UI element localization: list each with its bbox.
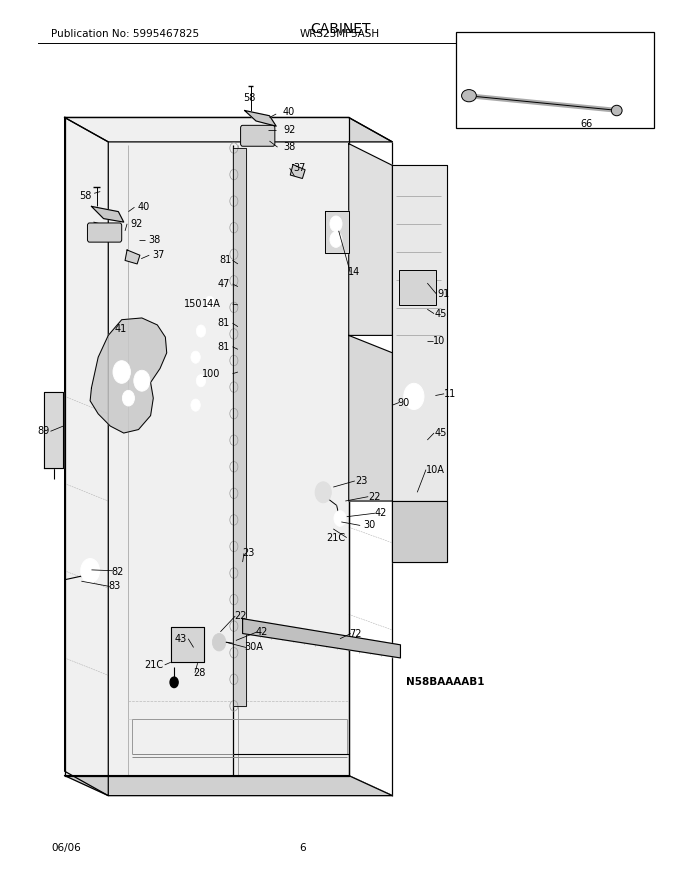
Text: 66: 66 <box>581 120 593 129</box>
Polygon shape <box>44 392 63 468</box>
Text: 58: 58 <box>79 191 92 201</box>
Text: 81: 81 <box>218 341 230 352</box>
Text: 72: 72 <box>350 628 362 639</box>
Text: 21C: 21C <box>144 660 163 670</box>
Bar <box>399 270 436 304</box>
Text: 22: 22 <box>368 492 381 502</box>
Text: 30: 30 <box>363 520 375 531</box>
Text: 23: 23 <box>243 548 255 558</box>
Polygon shape <box>349 335 392 501</box>
Polygon shape <box>65 118 349 775</box>
Text: 11: 11 <box>444 389 456 399</box>
Polygon shape <box>325 210 349 253</box>
Circle shape <box>330 216 342 231</box>
Text: 89: 89 <box>37 426 50 436</box>
Circle shape <box>122 391 135 406</box>
Text: WRS23MF5ASH: WRS23MF5ASH <box>300 28 380 39</box>
Circle shape <box>81 559 99 583</box>
Text: 90: 90 <box>398 398 410 407</box>
Polygon shape <box>65 118 108 796</box>
Text: 40: 40 <box>283 107 295 117</box>
Text: 22: 22 <box>234 611 246 621</box>
Text: 82: 82 <box>112 568 124 577</box>
Text: 43: 43 <box>175 634 187 644</box>
Circle shape <box>212 634 226 651</box>
Text: 38: 38 <box>283 143 295 152</box>
Circle shape <box>191 399 201 411</box>
Text: 91: 91 <box>437 289 449 298</box>
Polygon shape <box>233 148 246 706</box>
Text: 83: 83 <box>108 582 120 591</box>
FancyBboxPatch shape <box>241 125 275 146</box>
Text: 42: 42 <box>375 509 388 518</box>
Polygon shape <box>90 318 167 433</box>
Text: 23: 23 <box>355 476 367 486</box>
Polygon shape <box>65 118 392 142</box>
Text: 81: 81 <box>219 255 231 266</box>
Text: 38: 38 <box>148 234 161 245</box>
Circle shape <box>334 510 346 526</box>
Circle shape <box>205 297 214 308</box>
Polygon shape <box>125 250 140 264</box>
Circle shape <box>197 375 205 387</box>
Polygon shape <box>392 165 447 501</box>
Text: 45: 45 <box>435 428 447 438</box>
Circle shape <box>191 351 201 363</box>
Text: 100: 100 <box>202 369 220 378</box>
Polygon shape <box>65 775 392 796</box>
Text: 58: 58 <box>243 93 256 103</box>
Circle shape <box>197 325 205 337</box>
Circle shape <box>113 361 131 384</box>
Text: 30A: 30A <box>245 642 263 652</box>
Text: 10A: 10A <box>426 465 445 474</box>
Circle shape <box>315 482 331 502</box>
Polygon shape <box>92 207 124 222</box>
Text: 6: 6 <box>300 843 306 854</box>
Circle shape <box>170 677 178 687</box>
Text: 14A: 14A <box>201 299 220 309</box>
Text: 150: 150 <box>184 299 203 309</box>
Polygon shape <box>243 619 401 658</box>
Circle shape <box>134 370 150 392</box>
Text: 37: 37 <box>152 250 165 260</box>
Polygon shape <box>392 501 447 562</box>
Text: 40: 40 <box>137 202 150 212</box>
Text: 92: 92 <box>131 219 143 229</box>
Polygon shape <box>290 165 305 179</box>
Polygon shape <box>245 111 276 126</box>
Text: 41: 41 <box>115 325 127 334</box>
Text: CABINET: CABINET <box>310 22 370 36</box>
Text: 06/06: 06/06 <box>51 843 81 854</box>
Text: 28: 28 <box>194 668 206 678</box>
Text: 45: 45 <box>435 309 447 319</box>
Circle shape <box>404 384 424 409</box>
Circle shape <box>330 231 342 247</box>
Text: 92: 92 <box>283 125 295 135</box>
Text: 21C: 21C <box>326 532 345 543</box>
Text: 81: 81 <box>218 319 230 328</box>
Bar <box>456 32 653 128</box>
FancyBboxPatch shape <box>88 223 122 242</box>
Polygon shape <box>349 143 392 335</box>
Ellipse shape <box>462 90 477 102</box>
Text: 47: 47 <box>218 279 230 289</box>
Text: Publication No: 5995467825: Publication No: 5995467825 <box>51 28 199 39</box>
Polygon shape <box>171 627 204 663</box>
Text: 42: 42 <box>256 627 269 637</box>
Text: 10: 10 <box>432 335 445 346</box>
Ellipse shape <box>611 106 622 116</box>
Text: N58BAAAAB1: N58BAAAAB1 <box>406 678 484 687</box>
Text: 37: 37 <box>293 163 305 173</box>
Text: 14: 14 <box>348 267 360 277</box>
